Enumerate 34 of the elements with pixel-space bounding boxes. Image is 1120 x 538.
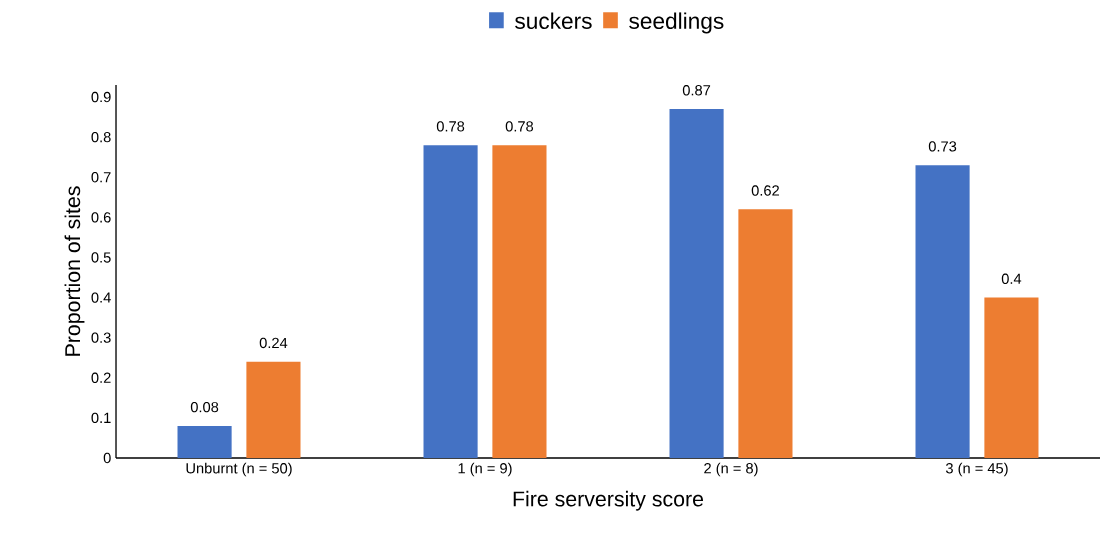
y-tick-label: 0.5 (91, 252, 111, 263)
bar (246, 361, 301, 458)
y-tick-label: 0.9 (91, 91, 111, 103)
x-tick-label: 3 (n = 45) (945, 462, 1008, 477)
y-tick-label: 0.2 (91, 372, 111, 383)
y-tick-label: 0.7 (91, 172, 111, 183)
bar (669, 109, 724, 458)
data-label: 0.78 (505, 121, 534, 132)
x-tick-label: 1 (n = 9) (458, 462, 512, 477)
data-label: 0.62 (751, 185, 779, 196)
x-tick-label: Unburnt (n = 50) (186, 462, 292, 477)
y-tick-label: 0.3 (91, 332, 111, 343)
legend-label: suckers (515, 12, 592, 30)
bar (423, 145, 478, 458)
y-axis-title: Proportion of sites (64, 186, 85, 356)
y-tick-label: 0.6 (91, 212, 111, 223)
y-tick-label: 0 (103, 452, 111, 464)
data-label: 0.24 (259, 337, 288, 349)
bar (915, 165, 970, 458)
x-tick-label: 2 (n = 8) (704, 462, 758, 477)
y-tick-label: 0.4 (91, 292, 111, 303)
bar (177, 425, 232, 458)
y-tick-label: 0.1 (91, 412, 111, 424)
y-tick-label: 0.8 (91, 131, 111, 143)
legend-label: seedlings (629, 12, 724, 34)
data-label: 0.78 (436, 121, 465, 132)
data-label: 0.4 (1001, 273, 1022, 284)
data-label: 0.08 (190, 401, 219, 413)
bar (492, 145, 547, 458)
data-label: 0.87 (682, 85, 711, 96)
bar (984, 297, 1039, 458)
data-label: 0.73 (928, 141, 957, 152)
x-axis-title: Fire serversity score (513, 490, 704, 511)
bar (738, 209, 793, 458)
